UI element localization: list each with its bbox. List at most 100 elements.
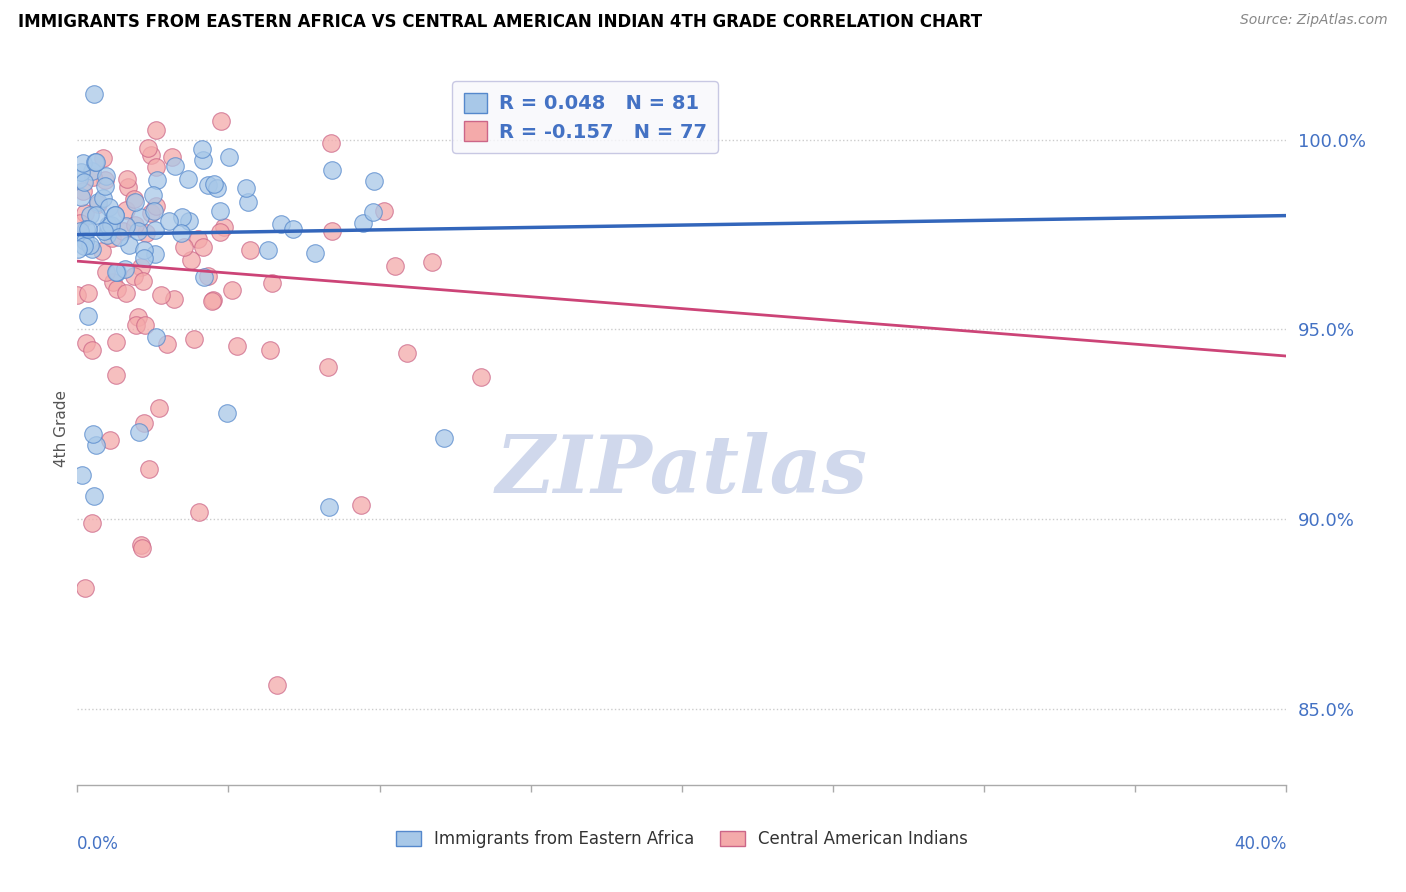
Point [212, 219, 235, 234]
Point [129, 537, 152, 551]
Point [259, 343, 281, 357]
Point [108, 229, 131, 244]
Point [67, 171, 90, 186]
Point [221, 283, 243, 297]
Point [75, 234, 97, 248]
Point [83, 87, 105, 102]
Point [72, 156, 94, 170]
Point [127, 310, 149, 325]
Point [197, 269, 219, 284]
Point [145, 122, 167, 136]
Point [145, 161, 167, 175]
Point [94, 179, 117, 194]
Point [83, 155, 105, 169]
Point [156, 337, 179, 351]
Point [170, 226, 193, 240]
Point [209, 226, 232, 240]
Point [94, 173, 117, 187]
Point [136, 141, 159, 155]
Point [433, 431, 456, 445]
Point [122, 269, 145, 284]
Point [226, 338, 249, 352]
Point [66, 242, 89, 256]
Point [202, 293, 225, 307]
Point [124, 194, 146, 209]
Point [97, 200, 120, 214]
Point [70, 190, 93, 204]
Point [131, 541, 153, 556]
Y-axis label: 4th Grade: 4th Grade [53, 390, 69, 467]
Point [163, 159, 186, 173]
Point [80, 243, 103, 257]
Point [180, 253, 202, 268]
Point [197, 178, 219, 193]
Legend: Immigrants from Eastern Africa, Central American Indians: Immigrants from Eastern Africa, Central … [389, 824, 974, 855]
Point [73, 175, 96, 189]
Point [70, 164, 93, 178]
Point [236, 194, 259, 209]
Point [420, 255, 443, 269]
Point [100, 218, 122, 232]
Point [373, 203, 395, 218]
Point [105, 265, 128, 279]
Point [187, 232, 209, 246]
Point [75, 581, 97, 595]
Point [94, 265, 117, 279]
Point [145, 330, 167, 344]
Point [127, 224, 149, 238]
Point [470, 369, 492, 384]
Point [104, 208, 127, 222]
Text: 40.0%: 40.0% [1234, 835, 1286, 853]
Point [352, 216, 374, 230]
Point [193, 270, 215, 285]
Point [118, 237, 141, 252]
Point [104, 208, 127, 222]
Point [75, 335, 97, 350]
Point [75, 222, 97, 236]
Point [349, 498, 371, 512]
Point [209, 113, 232, 128]
Point [257, 244, 280, 258]
Point [138, 462, 160, 476]
Point [79, 237, 101, 252]
Point [134, 244, 156, 258]
Point [143, 247, 166, 261]
Point [316, 360, 339, 375]
Point [105, 368, 128, 382]
Point [162, 150, 184, 164]
Point [115, 285, 138, 300]
Point [235, 181, 257, 195]
Point [209, 203, 232, 218]
Point [281, 221, 304, 235]
Point [105, 335, 128, 350]
Point [132, 416, 155, 430]
Point [124, 218, 146, 232]
Point [129, 210, 152, 224]
Point [319, 136, 342, 151]
Point [191, 153, 214, 168]
Point [97, 223, 120, 237]
Point [361, 204, 384, 219]
Point [150, 288, 173, 302]
Point [87, 196, 110, 211]
Point [83, 489, 105, 503]
Point [91, 191, 114, 205]
Point [69, 216, 91, 230]
Point [142, 188, 165, 202]
Point [76, 286, 98, 301]
Point [173, 240, 195, 254]
Point [157, 213, 180, 227]
Point [69, 223, 91, 237]
Point [91, 151, 114, 165]
Point [82, 516, 104, 530]
Point [270, 217, 292, 231]
Point [84, 438, 107, 452]
Point [177, 172, 200, 186]
Point [100, 434, 122, 448]
Point [76, 222, 98, 236]
Point [104, 265, 127, 279]
Text: ZIPatlas: ZIPatlas [496, 433, 868, 509]
Point [86, 195, 108, 210]
Point [132, 274, 155, 288]
Point [128, 425, 150, 439]
